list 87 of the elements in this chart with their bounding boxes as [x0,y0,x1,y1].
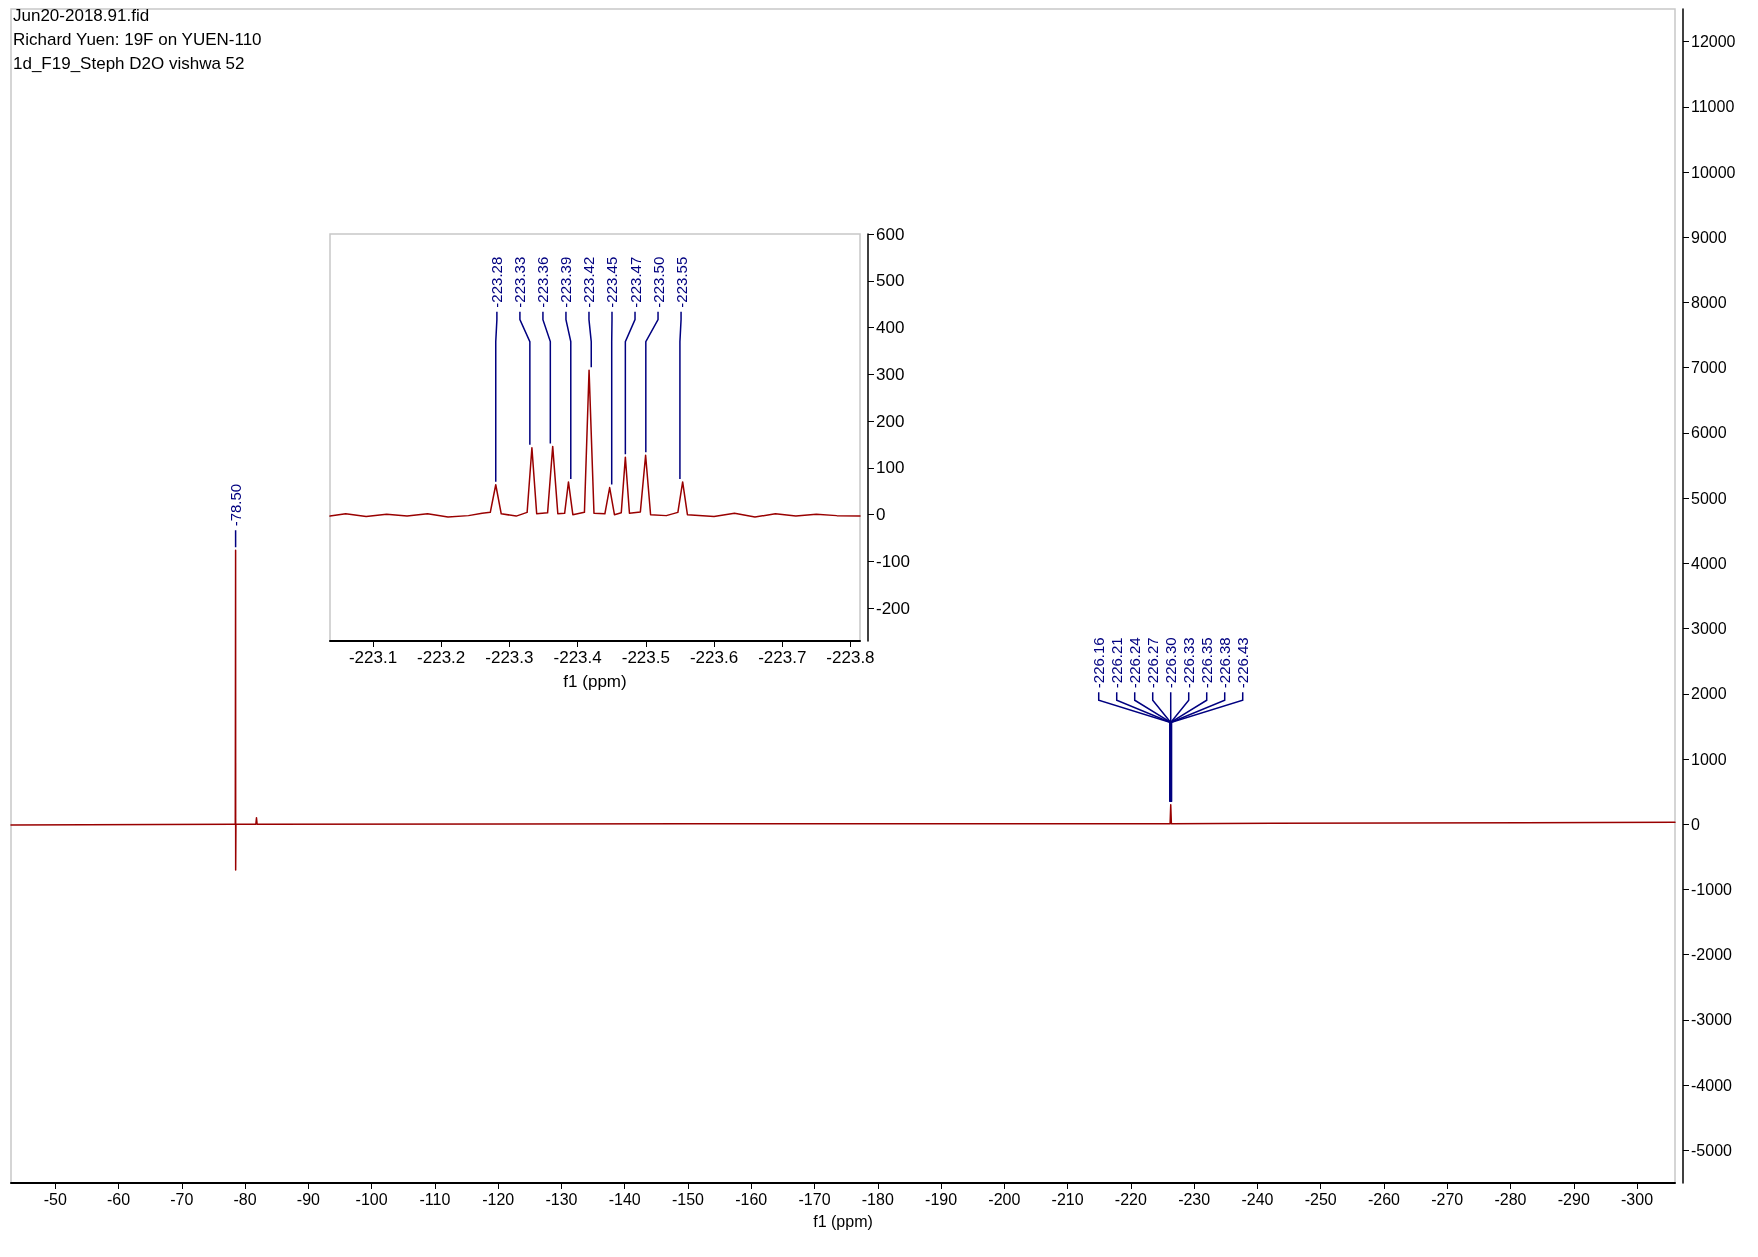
x-tick-label: -60 [107,1190,131,1208]
x-tick-label: -220 [1114,1190,1147,1208]
x-tick-label: -100 [355,1190,388,1208]
annotation: 1d_F19_Steph D2O vishwa 52 [13,54,245,73]
y-tick-label: -1000 [1691,881,1733,898]
annotation: -226.24 [1126,637,1144,689]
y-tick-label: 100 [876,458,905,478]
annotation: -226.43 [1234,637,1252,689]
x-tick-label: -223.8 [826,648,875,667]
x-axis-title: f1 (ppm) [813,1212,873,1230]
y-tick-label: -5000 [1691,1141,1733,1159]
annotation: -223.36 [534,256,552,308]
x-axis-title: f1 (ppm) [563,672,627,691]
y-tick-label: 6000 [1691,424,1727,442]
y-tick-label: 0 [1691,815,1700,833]
x-tick-label: -290 [1557,1190,1590,1208]
y-tick-label: 500 [876,271,905,291]
y-tick-label: 12000 [1691,33,1736,51]
x-tick-label: -190 [925,1190,958,1208]
annotation: -223.33 [511,256,529,308]
x-tick-label: -200 [988,1190,1021,1208]
x-tick-label: -210 [1051,1190,1084,1208]
x-tick-label: -223.5 [621,648,670,667]
annotation: -226.38 [1216,637,1234,689]
text: Richard Yuen: 19F on YUEN-110 [13,30,262,49]
x-tick-label: -90 [296,1190,321,1208]
annotation: -226.33 [1180,637,1198,689]
y-tick-label: 300 [876,364,905,384]
y-tick-label: 7000 [1691,359,1727,377]
y-tick-label: 400 [876,318,905,338]
y-tick-label: 1000 [1691,750,1727,768]
x-tick-label: -240 [1241,1190,1274,1208]
annotation: -78.50 [227,483,245,527]
y-tick-label: 200 [876,411,905,431]
x-tick-label: -110 [419,1190,451,1208]
annotation: -223.39 [557,256,575,308]
y-tick-label: 5000 [1691,489,1727,507]
x-tick-label: -80 [233,1190,257,1208]
y-tick-label: 600 [876,224,905,244]
y-tick-label: -2000 [1691,946,1733,964]
y-tick-label: 11000 [1691,98,1735,116]
annotation: -223.45 [603,256,621,308]
x-tick-label: -223.2 [417,648,466,667]
x-tick-label: -70 [170,1190,194,1208]
x-tick-label: -280 [1494,1190,1527,1208]
chart-title: Jun20-2018.91.fid [13,6,150,25]
x-tick-label: -160 [735,1190,768,1208]
x-tick-label: -223.3 [485,648,534,667]
x-tick-label: -180 [861,1190,894,1208]
y-tick-label: 8000 [1691,294,1727,311]
y-tick-label: 2000 [1691,685,1727,703]
annotation: -223.50 [649,256,667,308]
annotation: -223.28 [488,256,506,308]
y-tick-label: 0 [876,505,886,525]
annotation: -226.27 [1144,637,1162,689]
y-tick-label: 4000 [1691,554,1727,572]
x-tick-label: -223.4 [553,648,602,667]
y-tick-label: 10000 [1691,163,1736,181]
x-tick-label: -223.6 [689,648,739,667]
annotation: -226.16 [1090,637,1108,689]
line-series [329,369,861,518]
x-tick-label: -130 [545,1190,578,1208]
x-tick-label: -50 [43,1190,67,1208]
x-tick-label: -150 [671,1190,705,1208]
x-tick-label: -270 [1431,1190,1464,1208]
y-tick-label: -200 [876,598,911,618]
x-tick-label: -230 [1178,1190,1211,1208]
y-tick-label: 9000 [1691,228,1727,246]
annotation: -223.42 [580,256,598,308]
x-tick-label: -170 [798,1190,831,1208]
annotation: -226.21 [1108,637,1126,689]
y-tick-label: -4000 [1691,1076,1733,1094]
y-tick-label: 3000 [1691,620,1727,638]
x-tick-label: -223.7 [758,648,807,667]
annotation: -223.55 [672,256,690,308]
x-tick-label: -260 [1367,1190,1401,1208]
x-tick-label: -300 [1621,1190,1654,1208]
x-tick-label: -140 [608,1190,641,1208]
annotation: -226.35 [1198,637,1216,689]
x-tick-label: -223.1 [348,648,398,667]
y-tick-label: -100 [876,551,911,571]
x-tick-label: -120 [482,1190,515,1208]
x-tick-label: -250 [1304,1190,1337,1208]
y-tick-label: -3000 [1691,1011,1733,1029]
annotation: -223.47 [626,256,644,308]
annotation: -226.30 [1162,637,1180,689]
line-series [10,549,1676,871]
